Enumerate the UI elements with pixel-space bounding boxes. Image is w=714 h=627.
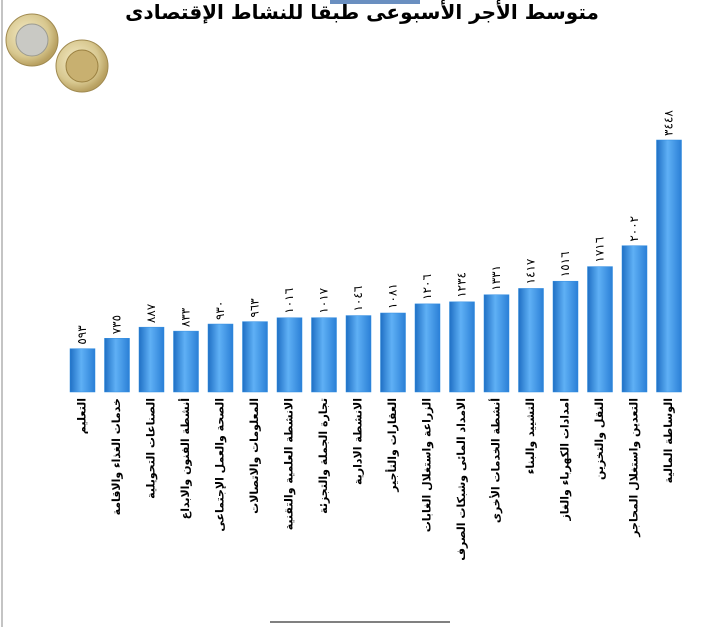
category-label: الانشطة العلمية والتقنية: [283, 398, 296, 530]
value-label: ١٠٤٦: [351, 286, 365, 312]
value-label: ٩٦٣: [248, 298, 262, 318]
value-label: ٨٣٣: [179, 307, 193, 327]
category-label: تجارة الجملة والتجزئة: [317, 398, 330, 514]
category-label: التعدين واستغلال المحاجر: [628, 398, 641, 538]
category-label: امدادات الكهرباء والغاز: [559, 398, 572, 522]
value-label: ١٠١٦: [282, 288, 296, 314]
category-label: الزراعة واستغلال الغابات: [421, 398, 434, 532]
coin-icon: [5, 13, 109, 93]
bar: [311, 317, 337, 393]
value-label: ١٧١٦: [593, 237, 607, 263]
category-label: الوساطة المالية: [662, 398, 675, 483]
value-label: ٥٩٣: [75, 325, 89, 345]
bar: [552, 280, 579, 393]
bar: [518, 288, 544, 393]
value-label: ١٢٠٦: [420, 274, 434, 300]
value-label: ١٥١٦: [558, 251, 572, 277]
category-label: الصحة والعمل الإجتماعى: [214, 398, 227, 532]
value-label: ٧٣٥: [110, 315, 124, 334]
bar: [483, 294, 510, 393]
value-label: ١٠٨١: [386, 283, 400, 309]
value-label: ٢٠٠٢: [627, 216, 641, 242]
value-label: ٣٤٤٨: [662, 110, 676, 136]
category-label: الانشطة الادارية: [352, 398, 365, 485]
category-label: أنشطة الخدمات الأخرى: [489, 398, 503, 523]
category-label: الامداد المائى وشبكات الصرف: [455, 398, 468, 561]
bar: [345, 315, 372, 393]
category-label: المعلومات والاتصالات: [248, 398, 261, 514]
top-strip: [330, 0, 420, 4]
bar: [449, 301, 475, 393]
bar: [587, 266, 613, 393]
category-label: النقل والتخزين: [593, 398, 606, 480]
bar: [242, 321, 268, 393]
value-label: ٨٨٧: [144, 303, 158, 323]
bar: [414, 303, 441, 393]
bar: [276, 317, 303, 393]
category-label: العقارات والتأجير: [385, 398, 399, 493]
category-label: التعليم: [76, 398, 89, 434]
value-label: ١٤١٧: [524, 258, 538, 284]
bar: [621, 245, 648, 393]
bar: [104, 338, 130, 393]
value-label: ١٣٣١: [489, 265, 503, 291]
bar: [138, 326, 165, 393]
value-label: ٩٣٠: [213, 301, 227, 320]
value-label: ١٠١٧: [317, 287, 331, 313]
value-label: ١٢٣٤: [455, 272, 469, 298]
category-label: خدمات الغذاء والاقامة: [110, 398, 123, 515]
category-label: الصناعات التحويلية: [145, 398, 158, 499]
category-label: التشييد والبناء: [524, 398, 537, 474]
bar: [173, 330, 199, 393]
bar: [380, 312, 406, 393]
chart-title: متوسط الأجر الأسبوعى طبقا للنشاط الإقتصا…: [125, 0, 599, 24]
bar: [207, 323, 234, 393]
bar: [69, 348, 96, 393]
bar: [656, 139, 682, 393]
category-label: أنشطة الفنون والابداع: [178, 398, 192, 519]
